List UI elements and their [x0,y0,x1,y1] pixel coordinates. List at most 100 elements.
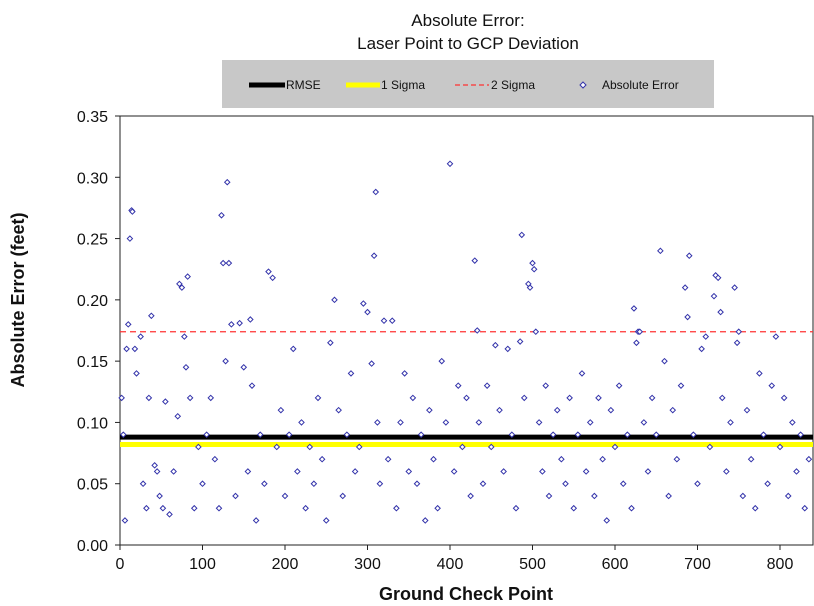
data-point [702,333,710,340]
data-point [151,462,158,469]
data-point [384,455,392,463]
data-point [619,480,627,488]
data-point [545,492,553,500]
data-point [684,313,691,321]
data-point [145,394,153,402]
data-point [376,480,384,488]
data-point [526,284,534,291]
data-point [222,357,229,365]
data-point [343,431,351,438]
x-tick-label: 600 [602,556,629,573]
data-point [368,360,375,367]
data-point [417,431,425,438]
data-point [430,455,437,463]
y-tick-label: 0.20 [77,293,108,310]
data-point [176,280,183,288]
data-point [710,292,718,300]
x-tick-label: 500 [519,556,546,573]
data-point [669,406,677,414]
legend-label-rmse: RMSE [286,78,321,92]
data-point [199,480,206,488]
y-axis-title: Absolute Error (feet) [8,212,28,387]
data-point [310,480,318,488]
data-point [492,341,499,349]
data-point [261,480,268,488]
data-point [277,406,285,414]
data-point [463,394,470,402]
data-point [123,345,130,353]
data-point [652,431,660,438]
data-point [717,308,724,316]
data-point [380,317,388,325]
data-point [244,468,252,475]
data-point [694,480,701,488]
data-point [479,480,487,488]
data-point [228,321,235,328]
data-point [539,468,546,475]
y-tick-label: 0.00 [77,538,108,555]
data-point [657,247,664,255]
data-point [805,455,813,463]
data-point [256,431,264,438]
data-point [170,468,177,475]
data-point [624,431,631,438]
data-point [508,431,516,438]
data-point [473,327,481,334]
data-point [578,370,586,377]
data-point [735,328,743,336]
data-point [714,274,722,282]
data-point [232,492,239,500]
data-point [126,235,134,242]
x-tick-label: 0 [116,556,125,573]
data-point [248,382,256,389]
data-point [640,419,648,426]
data-point [760,431,767,438]
data-point [574,431,582,438]
x-tick-label: 300 [354,556,381,573]
data-point [137,333,144,340]
data-point [421,517,429,524]
data-point [302,504,309,512]
data-point [119,431,127,438]
data-point [166,511,173,518]
chart-title-line-1: Absolute Error: [411,11,524,30]
data-point [426,406,433,414]
data-point [562,480,569,488]
data-point [793,468,800,475]
data-point [219,259,227,267]
data-point [273,443,281,451]
data-point [570,504,578,512]
axis-ticks: 0 100 200 300 400 500 600 700 800 0.00 0.05 0.10 0.1… [77,109,794,573]
data-point [706,443,714,451]
data-point [143,504,150,512]
x-tick-label: 200 [272,556,299,573]
data-point [529,259,536,267]
data-point [595,394,602,402]
data-point [174,412,182,420]
data-point [360,300,367,307]
data-point [768,382,776,389]
data-point [225,259,233,267]
data-point [520,394,528,402]
data-point [607,406,615,414]
data-point [648,394,656,402]
data-point [153,468,161,475]
data-point [265,268,272,275]
data-point [364,308,371,316]
data-point [751,504,759,512]
data-point [630,305,638,312]
data-point [289,345,297,353]
data-point [566,394,573,402]
data-point [681,284,689,291]
chart-title-line-2: Laser Point to GCP Deviation [357,34,579,53]
data-point [611,443,619,451]
data-point [504,345,512,353]
data-point [223,178,231,186]
data-point [549,431,557,438]
data-point [139,480,147,488]
x-tick-label: 700 [684,556,711,573]
data-point [218,211,225,219]
data-point [633,339,640,347]
y-tick-label: 0.30 [77,170,108,187]
data-point [450,468,458,475]
